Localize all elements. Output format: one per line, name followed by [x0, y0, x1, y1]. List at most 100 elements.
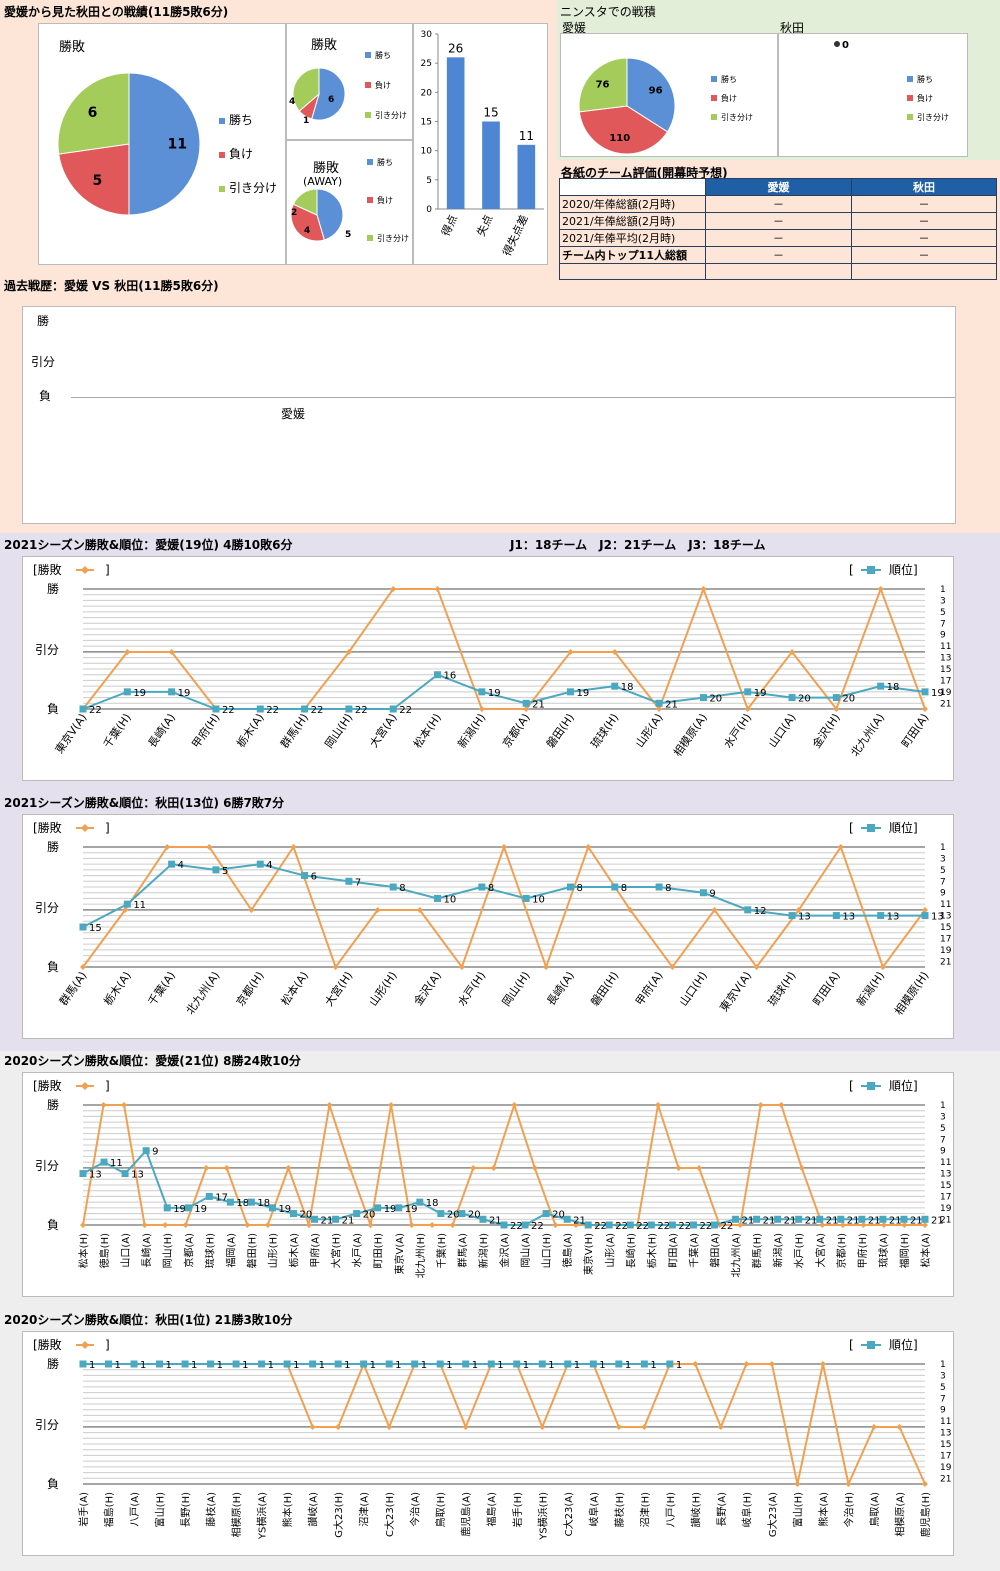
ninsta-right-label: 秋田	[780, 21, 805, 35]
rank-marker	[879, 1215, 887, 1223]
legend-result-marker	[81, 824, 89, 832]
rank-marker	[395, 1204, 403, 1212]
rank-value-label: 1	[89, 1360, 95, 1371]
bar	[517, 144, 536, 209]
eval-cell: 2021/年俸総額(2月時)	[559, 212, 706, 230]
rank-marker	[564, 1360, 572, 1368]
rank-marker	[79, 1170, 87, 1178]
x-category-label: 栃木(H)	[645, 1233, 658, 1268]
x-category-label: 東京V(A)	[393, 1233, 406, 1275]
eval-cell: チーム内トップ11人総額	[559, 246, 706, 264]
x-category-label: 福岡(H)	[898, 1233, 911, 1268]
bar	[446, 57, 465, 210]
history-y-draw: 引分	[31, 355, 56, 369]
rank-value-label: 20	[300, 1210, 313, 1221]
legend-open-bracket: [	[849, 1338, 854, 1352]
result-marker	[326, 1102, 333, 1108]
x-category-label: C大23(A)	[562, 1492, 575, 1536]
x-category-label: 鹿児島(H)	[919, 1492, 932, 1537]
ninsta-ehime-panel: 96 110 76 勝ち 負け 引き分け	[560, 33, 778, 157]
x-category-label: 八戸(H)	[665, 1492, 677, 1527]
result-marker	[543, 964, 550, 970]
legend-close-bracket: ]	[105, 1338, 110, 1352]
legend-label: 引き分け	[375, 111, 407, 120]
rank-tick-label: 21	[940, 957, 951, 967]
result-axis-label: 勝	[47, 839, 59, 854]
rank-value-label: 1	[650, 1360, 656, 1371]
result-axis-label: 負	[47, 702, 59, 716]
result-marker	[877, 586, 884, 592]
section-title-2: 2021シーズン勝敗&順位：秋田(13位) 6勝7敗7分	[4, 796, 285, 810]
result-axis-label: 勝	[47, 1097, 59, 1112]
result-marker	[717, 1424, 724, 1430]
rank-value-label: 21	[665, 699, 678, 710]
rank-value-label: 20	[798, 694, 811, 705]
rank-marker	[334, 1360, 342, 1368]
x-category-label: 讃岐(H)	[689, 1492, 702, 1527]
bar-value-label: 11	[519, 129, 534, 143]
x-category-label: 群馬(H)	[277, 711, 311, 751]
rank-value-label: 1	[676, 1360, 682, 1371]
rank-marker	[360, 1360, 368, 1368]
x-category-label: 磐田(H)	[543, 711, 577, 751]
rank-value-label: 8	[576, 883, 582, 894]
result-marker	[744, 706, 751, 712]
x-category-label: 町田(A)	[810, 969, 843, 1008]
rank-marker	[816, 1215, 824, 1223]
rank-marker	[207, 1360, 215, 1368]
rank-value-label: 22	[311, 705, 324, 716]
bar-y-tick-label: 5	[426, 176, 432, 186]
legend-label: 勝ち	[375, 50, 391, 60]
rank-value-label: 22	[699, 1221, 712, 1232]
result-marker	[641, 1424, 648, 1430]
rank-tick-label: 5	[940, 866, 946, 876]
legend-label: 負け	[375, 80, 391, 90]
bar-y-tick-label: 0	[426, 205, 432, 215]
x-category-label: 相模原(A)	[893, 1492, 906, 1537]
x-category-label: 町田(H)	[374, 1233, 385, 1268]
rank-value-label: 21	[742, 1215, 755, 1226]
rank-marker	[732, 1215, 740, 1223]
rank-value-label: 16	[444, 671, 457, 682]
result-marker	[416, 907, 423, 913]
rank-value-label: 19	[754, 688, 767, 699]
result-marker	[567, 649, 574, 655]
rank-marker	[123, 900, 131, 908]
x-category-label: 大宮(A)	[366, 711, 399, 750]
x-category-label: 岩手(H)	[511, 1492, 524, 1527]
rank-value-label: 21	[889, 1215, 902, 1226]
rank-marker	[212, 705, 220, 713]
result-axis-label: 引分	[35, 1159, 59, 1173]
eval-table: 愛媛 秋田 2020/年俸総額(2月時) －－ 2021/年俸総額(2月時) －－ 2…	[559, 178, 997, 280]
rank-value-label: 4	[266, 860, 272, 871]
x-category-label: 千葉(H)	[435, 1233, 448, 1268]
legend-rank-label: 順位]	[889, 1078, 918, 1093]
rank-marker	[832, 912, 840, 920]
rank-value-label: 5	[222, 866, 228, 877]
eval-cell: －	[705, 246, 852, 264]
legend-swatch-1	[365, 82, 371, 88]
eval-cell: －	[851, 195, 997, 213]
rank-value-label: 19	[384, 1204, 397, 1215]
legend-swatch-2	[907, 114, 913, 120]
rank-marker	[411, 1360, 419, 1368]
rank-tick-label: 11	[940, 900, 951, 910]
pie-value-label: 5	[93, 173, 103, 189]
x-category-label: 岡山(H)	[162, 1233, 174, 1268]
result-axis-label: 引分	[35, 1418, 59, 1432]
x-category-label: 千葉(A)	[687, 1233, 700, 1268]
result-marker	[458, 964, 465, 970]
result-marker	[833, 706, 840, 712]
rank-value-label: 1	[344, 1360, 350, 1371]
result-marker	[429, 1222, 436, 1228]
result-marker	[669, 964, 676, 970]
result-marker	[572, 1222, 579, 1228]
x-category-label: 山形(H)	[267, 1233, 279, 1268]
eval-cell: －	[705, 195, 852, 213]
rank-tick-label: 5	[940, 1383, 946, 1393]
x-category-label: 京都(A)	[182, 1233, 195, 1268]
rank-marker	[744, 906, 752, 914]
rank-value-label: 18	[621, 682, 634, 693]
result-axis-label: 負	[47, 1477, 59, 1491]
x-category-label: 千葉(H)	[100, 711, 134, 751]
